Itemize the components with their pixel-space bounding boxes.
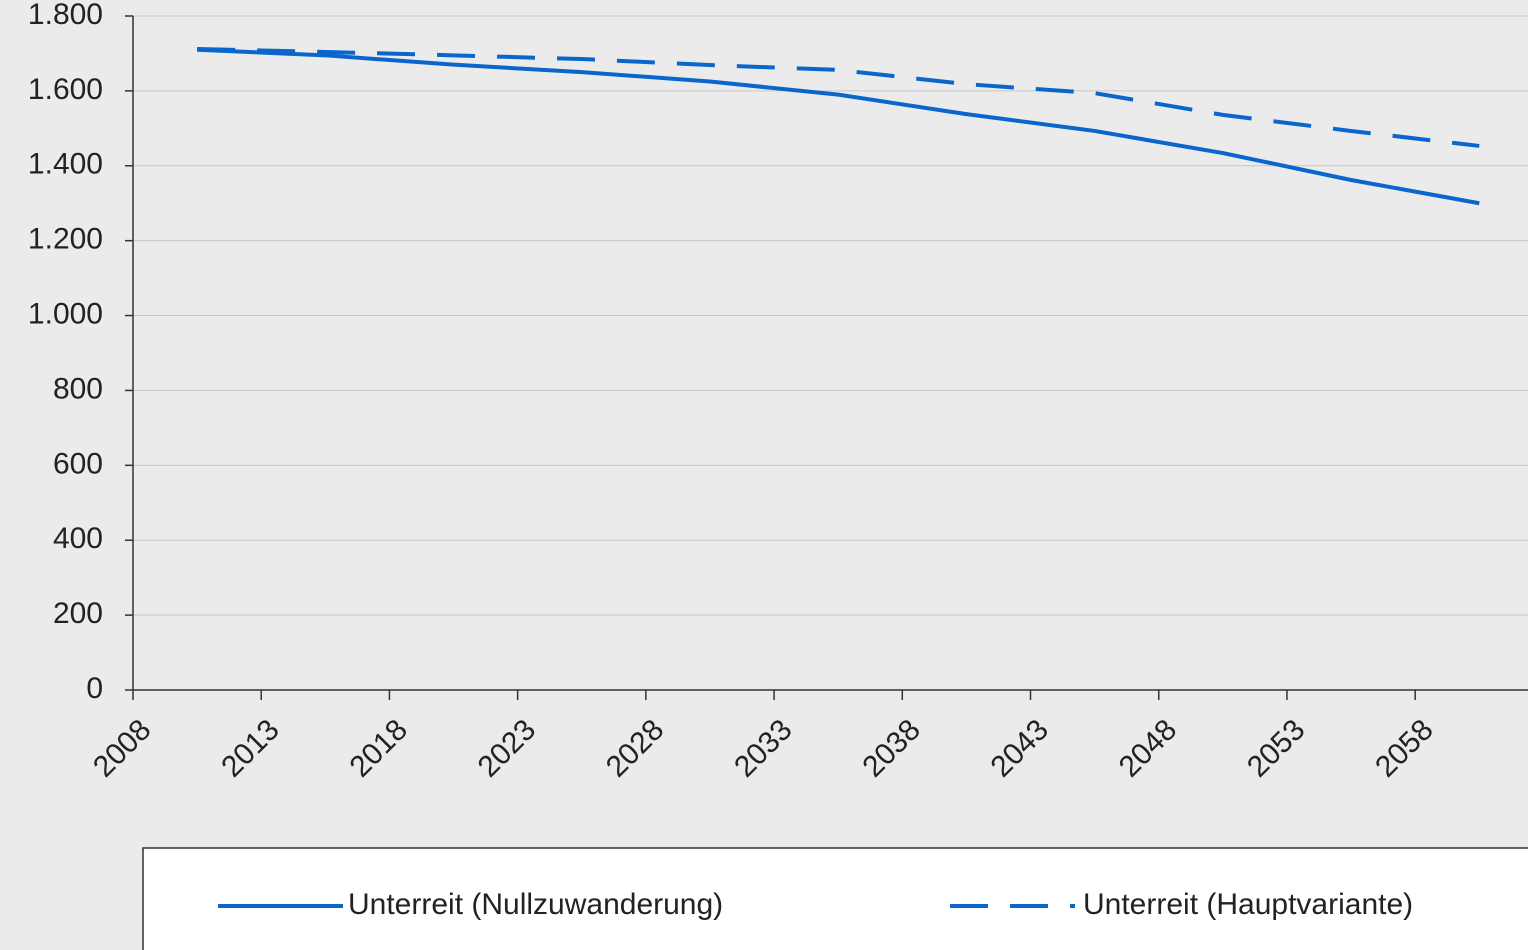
x-tick-label: 2028 — [600, 713, 671, 784]
y-tick-label: 400 — [53, 522, 103, 555]
x-tick-label: 2023 — [472, 713, 543, 784]
x-tick-label: 2013 — [215, 713, 286, 784]
x-tick-label: 2033 — [728, 713, 799, 784]
y-tick-label: 1.200 — [28, 223, 103, 256]
legend-label: Unterreit (Nullzuwanderung) — [348, 888, 723, 921]
y-tick-label: 1.400 — [28, 148, 103, 181]
x-tick-label: 2008 — [87, 713, 158, 784]
y-tick-label: 1.600 — [28, 73, 103, 106]
legend-box — [142, 847, 1528, 950]
series-line — [197, 47, 1480, 206]
legend-label: Unterreit (Hauptvariante) — [1083, 888, 1413, 921]
x-tick-label: 2048 — [1113, 713, 1184, 784]
x-tick-label: 2053 — [1241, 713, 1312, 784]
x-tick-label: 2038 — [856, 713, 927, 784]
y-tick-label: 0 — [86, 672, 103, 705]
y-tick-label: 1.800 — [28, 0, 103, 31]
x-tick-label: 2043 — [985, 713, 1056, 784]
y-tick-label: 1.000 — [28, 297, 103, 330]
y-tick-label: 800 — [53, 372, 103, 405]
y-tick-label: 200 — [53, 597, 103, 630]
x-tick-label: 2058 — [1369, 713, 1440, 784]
y-tick-label: 600 — [53, 447, 103, 480]
series-line — [197, 46, 1480, 148]
x-tick-label: 2018 — [343, 713, 414, 784]
